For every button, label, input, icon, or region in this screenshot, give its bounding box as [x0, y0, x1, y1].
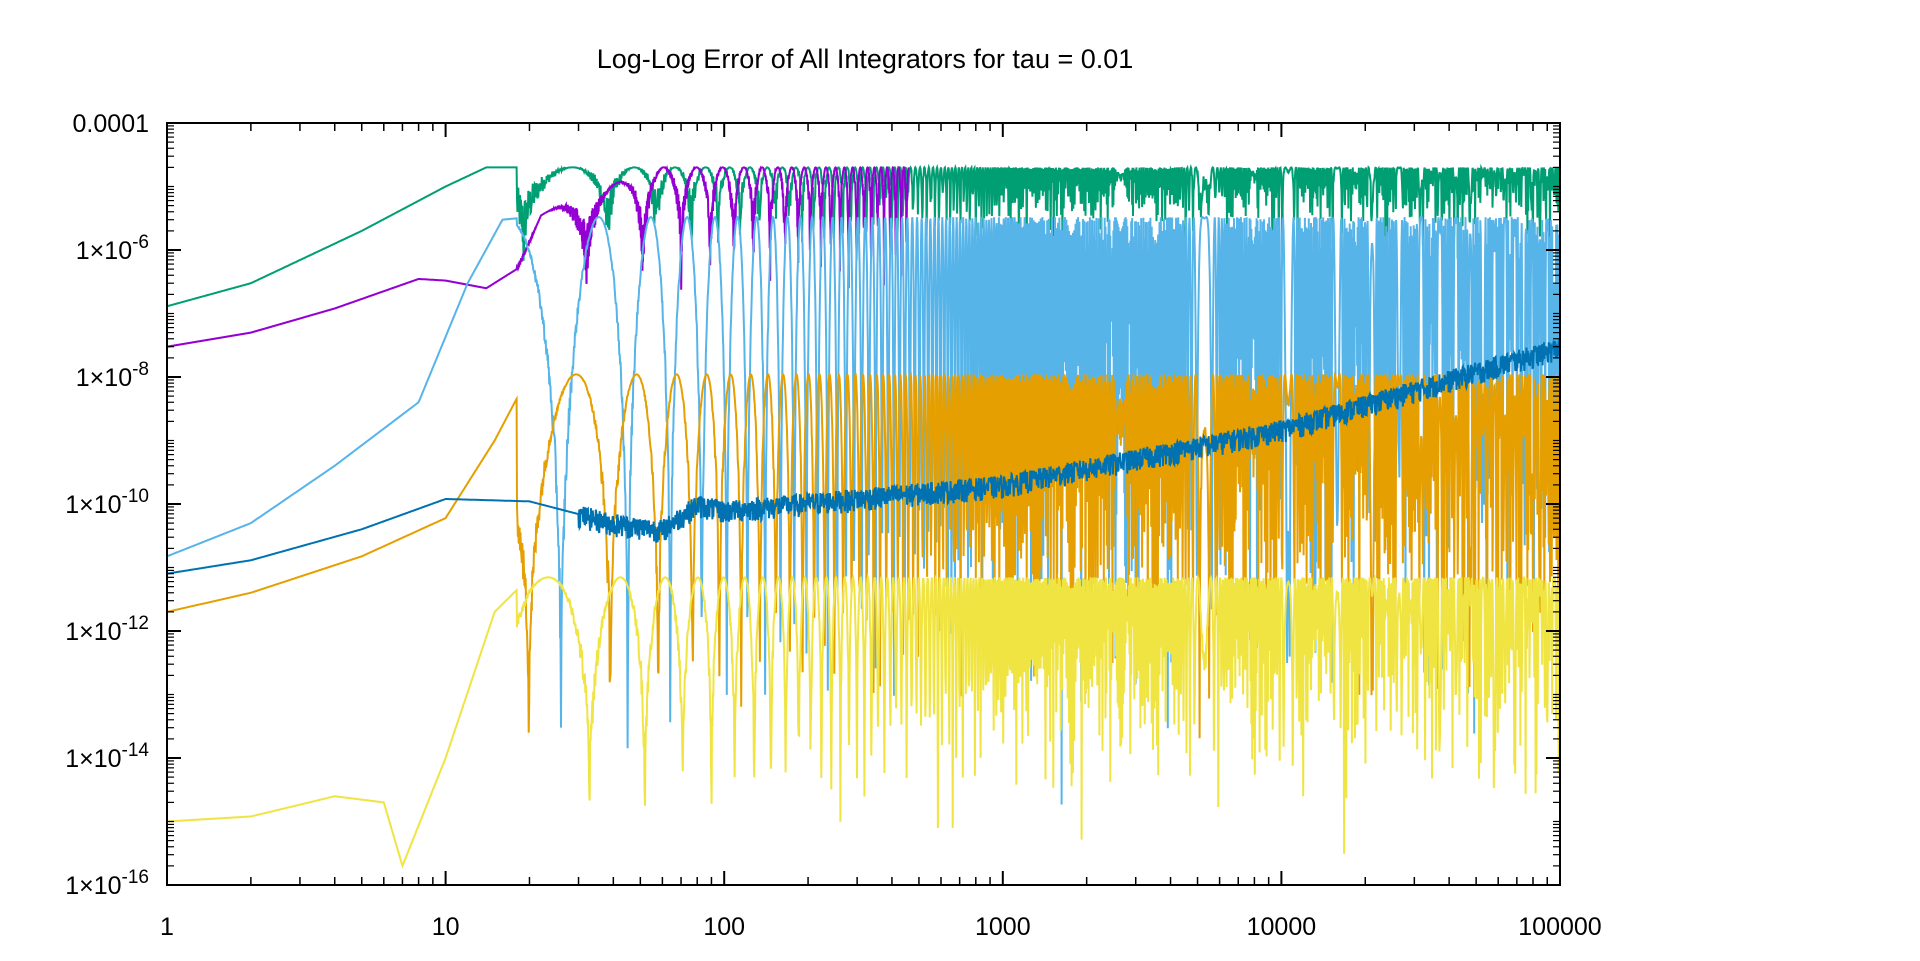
series-line-6: [166, 337, 1561, 575]
y-tick-label: 1×10-8: [76, 359, 149, 392]
y-tick-label: 1×10-6: [76, 232, 149, 265]
tick-layer: 1 10 100 1000 10000 100000 0.0001 1×10-6 1×10-8 1…: [65, 110, 1602, 941]
series-line-5: [167, 573, 1561, 869]
x-tick-label: 1000: [975, 913, 1031, 941]
chart-title: Log-Log Error of All Integrators for tau…: [596, 44, 1134, 74]
series-layer: [166, 163, 1561, 869]
series-line-4: [166, 371, 1561, 739]
x-tick-label: 10000: [1247, 913, 1317, 941]
y-tick-label: 1×10-16: [65, 867, 149, 900]
y-tick-label: 1×10-12: [65, 613, 149, 646]
x-tick-label: 1: [160, 913, 174, 941]
series-line-1: [166, 163, 1561, 308]
x-tick-label: 100000: [1518, 913, 1601, 941]
y-tick-label: 0.0001: [73, 110, 149, 138]
x-tick-label: 100: [703, 913, 745, 941]
x-tick-label: 10: [432, 913, 460, 941]
y-tick-label: 1×10-14: [65, 740, 149, 773]
y-tick-label: 1×10-10: [65, 486, 149, 519]
series-line-3: [166, 213, 1561, 805]
